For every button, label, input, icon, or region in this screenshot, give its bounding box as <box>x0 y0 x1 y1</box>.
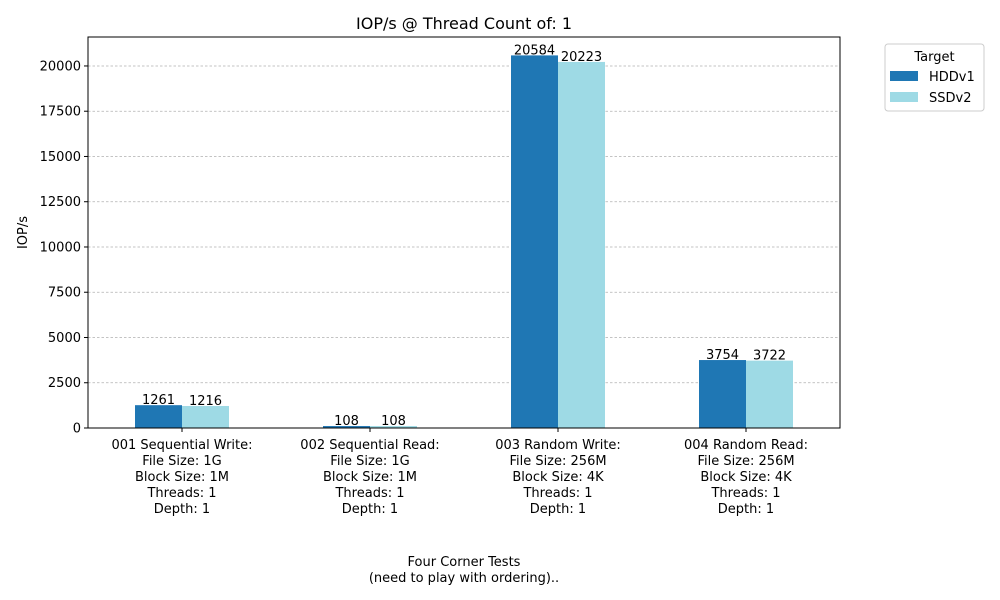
data-label: 3722 <box>753 349 786 364</box>
x-tick-label-line: Depth: 1 <box>154 502 210 517</box>
x-tick-label-line: Block Size: 1M <box>323 470 417 485</box>
x-tick-label-line: Threads: 1 <box>522 486 592 501</box>
data-label: 1261 <box>142 393 175 408</box>
plot-frame <box>87 36 841 429</box>
y-tick-label: 0 <box>73 422 81 437</box>
x-tick-label-line: 001 Sequential Write: <box>111 438 252 453</box>
legend-title: Target <box>913 50 954 65</box>
y-axis-ticks: 0 2500 5000 7500 10000 12500 15000 17500 20000 <box>40 59 88 437</box>
x-axis-label-line: (need to play with ordering).. <box>369 571 559 586</box>
x-tick-label-line: Depth: 1 <box>530 502 586 517</box>
data-label: 3754 <box>706 348 739 363</box>
y-tick-label: 20000 <box>40 59 81 74</box>
x-tick-label-line: Block Size: 4K <box>512 470 604 485</box>
x-tick-label-line: File Size: 256M <box>509 454 606 469</box>
y-gridlines <box>88 65 840 384</box>
legend-swatch-ssdv2 <box>890 92 918 102</box>
y-tick-label: 5000 <box>48 331 81 346</box>
data-label: 108 <box>381 414 406 429</box>
x-tick-label-line: Threads: 1 <box>146 486 216 501</box>
data-labels: 1261 1216 108 108 20584 20223 3754 3722 <box>142 43 786 429</box>
x-tick-label: 002 Sequential Read: File Size: 1G Block S… <box>300 438 439 517</box>
x-tick-label-line: Threads: 1 <box>334 486 404 501</box>
y-tick-label: 17500 <box>40 105 81 120</box>
x-tick-label-line: Depth: 1 <box>342 502 398 517</box>
x-tick-label-line: File Size: 1G <box>330 454 409 469</box>
data-label: 20223 <box>561 50 602 65</box>
y-tick-label: 2500 <box>48 376 81 391</box>
bars-group <box>135 55 793 429</box>
x-tick-label-line: 003 Random Write: <box>495 438 621 453</box>
x-tick-label-line: Block Size: 1M <box>135 470 229 485</box>
y-tick-label: 12500 <box>40 195 81 210</box>
bar-ssdv2 <box>746 360 793 428</box>
y-tick-label: 7500 <box>48 286 81 301</box>
x-axis-label-line: Four Corner Tests <box>408 555 521 570</box>
chart-title: IOP/s @ Thread Count of: 1 <box>356 14 572 33</box>
bar-ssdv2 <box>370 426 417 428</box>
data-label: 1216 <box>189 394 222 409</box>
x-tick-label-line: 004 Random Read: <box>684 438 808 453</box>
legend-swatch-hddv1 <box>890 71 918 81</box>
y-tick-label: 15000 <box>40 150 81 165</box>
x-tick-label-line: 002 Sequential Read: <box>300 438 439 453</box>
x-axis-ticks: 001 Sequential Write: File Size: 1G Block … <box>111 428 808 517</box>
x-tick-label: 004 Random Read: File Size: 256M Block Siz… <box>684 438 808 517</box>
x-axis-label: Four Corner Tests (need to play with orde… <box>369 555 559 586</box>
data-label: 108 <box>334 414 359 429</box>
legend: Target HDDv1 SSDv2 <box>884 43 985 112</box>
bar-hddv1 <box>323 426 370 428</box>
x-tick-label-line: File Size: 1G <box>142 454 221 469</box>
x-tick-label: 001 Sequential Write: File Size: 1G Block … <box>111 438 252 517</box>
bar-hddv1 <box>511 55 558 429</box>
legend-label-ssdv2: SSDv2 <box>929 91 971 106</box>
bar-ssdv2 <box>558 61 605 429</box>
x-tick-label: 003 Random Write: File Size: 256M Block Si… <box>495 438 621 517</box>
bar-hddv1 <box>135 405 182 428</box>
x-tick-label-line: Depth: 1 <box>718 502 774 517</box>
x-tick-label-line: Threads: 1 <box>710 486 780 501</box>
y-tick-label: 10000 <box>40 240 81 255</box>
y-axis-label: IOP/s <box>16 216 31 249</box>
bar-ssdv2 <box>182 405 229 428</box>
legend-label-hddv1: HDDv1 <box>929 70 975 85</box>
x-tick-label-line: File Size: 256M <box>697 454 794 469</box>
data-label: 20584 <box>514 43 555 58</box>
bar-hddv1 <box>699 360 746 428</box>
x-tick-label-line: Block Size: 4K <box>700 470 792 485</box>
